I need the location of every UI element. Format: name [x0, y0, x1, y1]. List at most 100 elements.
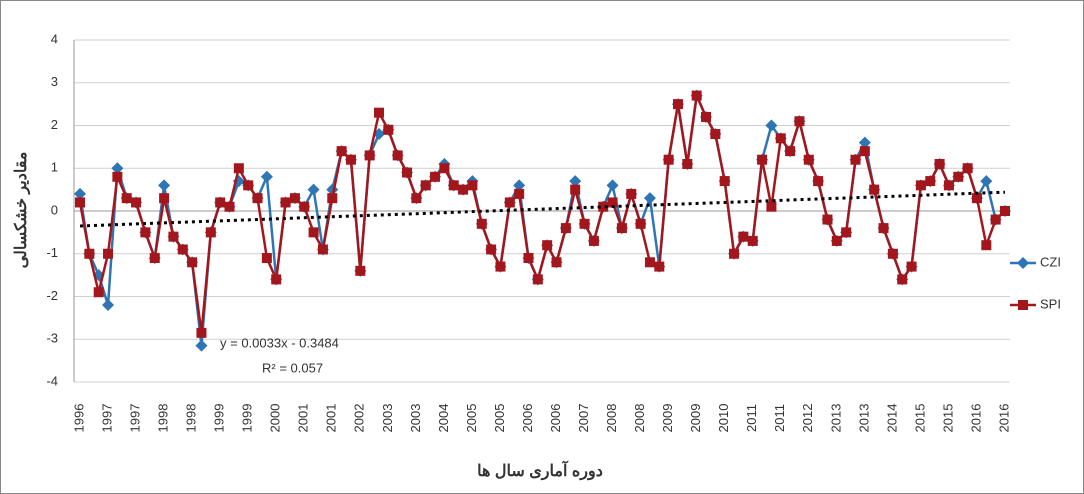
data-point	[402, 167, 413, 178]
data-point	[579, 218, 590, 229]
data-point	[691, 90, 702, 101]
x-tick-label: 2000	[268, 404, 283, 433]
data-point	[196, 327, 207, 338]
data-point	[1000, 206, 1010, 216]
x-tick-label: 1999	[240, 404, 255, 433]
y-tick-label: 0	[51, 202, 58, 217]
x-tick-label: 2013	[828, 404, 843, 433]
data-point	[915, 180, 926, 191]
x-tick-label: 2014	[884, 404, 899, 433]
data-point	[327, 193, 338, 204]
data-point	[177, 244, 188, 255]
x-tick-label: 2009	[688, 404, 703, 433]
y-tick-label: 1	[51, 160, 58, 175]
x-tick-label: 2013	[856, 404, 871, 433]
data-point	[971, 193, 982, 204]
data-point	[701, 111, 712, 122]
data-point	[168, 231, 179, 242]
data-point	[504, 197, 515, 208]
legend-label: CZI	[1040, 254, 1061, 269]
data-point	[158, 179, 171, 192]
y-tick-label: -3	[46, 331, 58, 346]
data-point	[897, 274, 908, 285]
data-point	[710, 129, 721, 140]
data-point	[261, 253, 272, 264]
data-point	[560, 223, 571, 234]
data-point	[831, 235, 842, 246]
x-tick-label: 2015	[912, 404, 927, 433]
data-point	[260, 170, 273, 183]
data-point	[635, 218, 646, 229]
data-point	[317, 244, 328, 255]
data-point	[803, 154, 814, 165]
x-tick-label: 2009	[660, 404, 675, 433]
x-tick-label: 1998	[184, 404, 199, 433]
data-point	[663, 154, 674, 165]
data-point	[299, 201, 310, 212]
data-point	[439, 163, 450, 174]
data-point	[962, 163, 973, 174]
data-point	[643, 192, 656, 205]
data-point	[841, 227, 852, 238]
data-point	[131, 197, 142, 208]
x-tick-label: 2003	[408, 404, 423, 433]
data-point	[682, 158, 693, 169]
data-point	[233, 163, 244, 174]
x-tick-label: 2004	[436, 404, 451, 433]
y-tick-label: -1	[46, 245, 58, 260]
data-point	[719, 176, 730, 187]
data-point	[336, 146, 347, 157]
data-point	[102, 299, 115, 312]
x-axis-title: دوره آماری سال ها	[477, 459, 603, 481]
data-point	[195, 339, 208, 352]
y-tick-label: 4	[51, 31, 58, 46]
x-tick-label: 2015	[940, 404, 955, 433]
data-point	[243, 180, 254, 191]
data-point	[411, 193, 422, 204]
data-point	[111, 162, 124, 175]
y-tick-label: -2	[46, 288, 58, 303]
x-tick-label: 2012	[800, 404, 815, 433]
data-point	[149, 253, 160, 264]
data-point	[785, 146, 796, 157]
data-point	[934, 158, 945, 169]
data-point	[486, 244, 497, 255]
data-point	[822, 214, 833, 225]
x-tick-label: 1997	[99, 404, 114, 433]
data-point	[953, 171, 964, 182]
data-point	[729, 248, 740, 259]
x-tick-label: 2005	[464, 404, 479, 433]
data-point	[523, 253, 534, 264]
data-point	[430, 171, 441, 182]
series-line	[78, 90, 1006, 334]
data-point	[925, 176, 936, 187]
data-point	[513, 179, 526, 192]
data-point	[383, 124, 394, 135]
data-point	[598, 201, 609, 212]
data-point	[644, 257, 655, 268]
data-point	[289, 193, 300, 204]
data-point	[112, 171, 123, 182]
data-point	[271, 274, 282, 285]
data-point	[467, 180, 478, 191]
x-tick-label: 2010	[716, 404, 731, 433]
data-point	[476, 218, 487, 229]
trendline	[79, 190, 1006, 228]
data-point	[252, 193, 263, 204]
data-point	[542, 240, 553, 251]
data-point	[307, 183, 320, 196]
data-point	[308, 227, 319, 238]
x-tick-label: 2016	[996, 404, 1011, 433]
x-tick-label: 1996	[71, 404, 86, 433]
x-tick-label: 2001	[324, 404, 339, 433]
data-point	[364, 150, 375, 161]
data-point	[373, 107, 384, 118]
data-point	[215, 197, 226, 208]
data-point	[205, 227, 216, 238]
data-point	[514, 188, 525, 199]
data-point	[887, 248, 898, 259]
data-point	[747, 235, 758, 246]
data-point	[74, 187, 86, 200]
data-point	[775, 133, 786, 144]
